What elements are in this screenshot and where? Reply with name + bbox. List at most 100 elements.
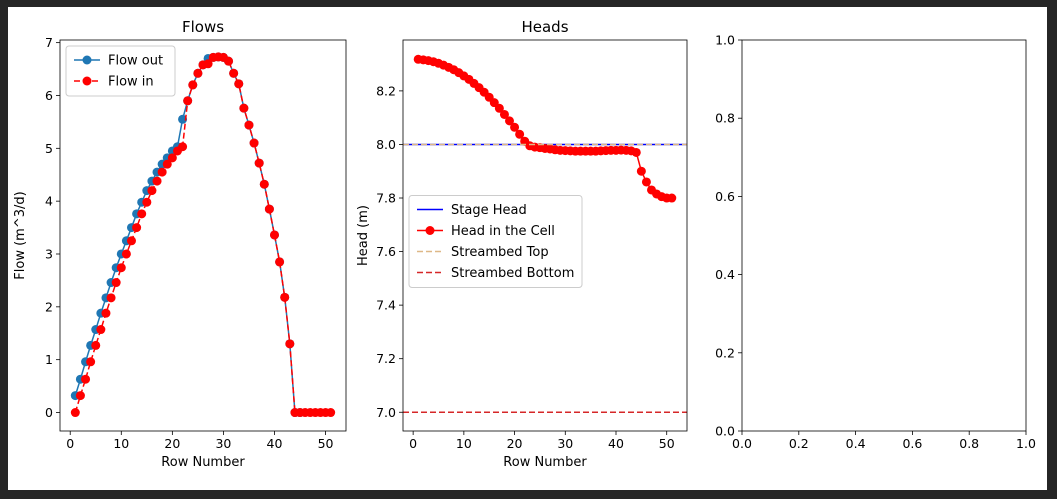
- data-point: [178, 114, 188, 124]
- y-tick-label: 5: [45, 141, 53, 156]
- data-point: [137, 209, 147, 219]
- y-tick-label: 0.6: [715, 189, 735, 204]
- y-tick-label: 7.2: [376, 351, 396, 366]
- axes-frame: [741, 39, 1027, 432]
- series-line: [418, 58, 672, 199]
- legend-marker: [82, 76, 92, 86]
- x-tick-label: 0.6: [902, 436, 922, 451]
- data-point: [75, 391, 85, 401]
- y-tick-label: 7.0: [376, 405, 396, 420]
- y-axis-label: Head (m): [356, 205, 371, 266]
- data-point: [224, 56, 234, 66]
- data-point: [167, 153, 177, 163]
- x-tick-label: 10: [113, 436, 129, 451]
- legend-entry: Streambed Top: [451, 245, 549, 260]
- y-tick-label: 4: [45, 194, 53, 209]
- data-point: [510, 122, 520, 132]
- subplot-1: 0 10 20 30 40 50 0 1 2 3 4 5 6 7 Flows Row Number Flow (…: [13, 18, 347, 470]
- data-point: [152, 176, 162, 186]
- series-line: [74, 56, 301, 414]
- data-point: [142, 197, 152, 207]
- data-point: [631, 147, 641, 157]
- y-tick-label: 8.0: [376, 137, 396, 152]
- data-point: [193, 68, 203, 78]
- data-point: [494, 103, 504, 113]
- x-axis-label: Row Number: [161, 455, 245, 470]
- y-axis-label: Flow (m^3/d): [13, 191, 28, 279]
- legend-frame: [408, 195, 583, 288]
- x-tick-label: 30: [557, 436, 573, 451]
- data-point: [239, 103, 249, 113]
- y-tick-label: 3: [45, 246, 53, 261]
- data-point: [106, 293, 116, 303]
- data-point: [326, 408, 336, 418]
- legend-marker: [425, 226, 435, 235]
- data-point: [499, 109, 509, 119]
- x-tick-label: 30: [215, 436, 231, 451]
- data-point: [259, 179, 269, 189]
- legend: Flow out Flow in: [65, 45, 176, 97]
- y-tick-label: 0.8: [715, 111, 735, 126]
- legend-entry: Stage Head: [451, 203, 527, 218]
- data-point: [178, 142, 188, 152]
- x-tick-label: 0.8: [959, 436, 979, 451]
- data-point: [116, 263, 126, 273]
- subplot-2: 0 10 20 30 40 50 7.0 7.2 7.4 7.6 7.8 8.0 8.2 Heads Row…: [356, 18, 688, 470]
- data-point: [244, 120, 254, 130]
- data-point: [162, 159, 172, 169]
- y-tick-label: 0: [45, 405, 53, 420]
- data-point: [121, 249, 131, 259]
- y-tick-label: 0.0: [715, 424, 735, 439]
- data-point: [280, 292, 290, 302]
- legend-frame: [65, 45, 176, 97]
- legend: Stage Head Head in the Cell Streambed Top S…: [408, 195, 583, 288]
- data-point: [147, 186, 157, 196]
- y-tick-label: 7.8: [376, 191, 396, 206]
- y-tick-label: 7: [45, 35, 53, 50]
- data-point: [264, 204, 274, 214]
- legend-entry: Flow in: [108, 75, 154, 90]
- y-tick-label: 7.6: [376, 244, 396, 259]
- y-tick-label: 8.2: [376, 83, 396, 98]
- x-tick-label: 40: [267, 436, 283, 451]
- data-point: [111, 278, 121, 288]
- data-point: [234, 79, 244, 89]
- data-point: [275, 257, 285, 267]
- y-tick-label: 0.2: [715, 345, 735, 360]
- data-point: [183, 96, 193, 106]
- data-point: [188, 80, 198, 90]
- data-point: [229, 68, 239, 78]
- data-point: [505, 116, 514, 126]
- data-point: [270, 230, 279, 240]
- chart-title: Flows: [182, 18, 224, 36]
- data-point: [81, 374, 91, 384]
- y-tick-label: 1.0: [715, 33, 735, 48]
- x-tick-label: 0: [66, 436, 74, 451]
- x-axis-label: Row Number: [503, 455, 587, 470]
- legend-entry: Streambed Bottom: [451, 266, 574, 281]
- series-line: [74, 56, 331, 414]
- y-tick-label: 0.4: [715, 267, 735, 282]
- data-point: [132, 223, 142, 233]
- data-point: [96, 325, 106, 335]
- data-point: [285, 339, 295, 349]
- x-tick-label: 50: [318, 436, 334, 451]
- chart-title: Heads: [521, 18, 568, 36]
- x-tick-label: 1.0: [1016, 436, 1036, 451]
- data-point: [249, 138, 259, 148]
- y-tick-label: 7.4: [376, 298, 396, 313]
- figure-canvas: 0 10 20 30 40 50 0 1 2 3 4 5 6 7 Flows Row Number Flow (…: [13, 18, 1036, 470]
- x-tick-label: 10: [456, 436, 472, 451]
- data-point: [641, 177, 651, 187]
- data-point: [636, 166, 646, 176]
- y-tick-label: 1: [45, 352, 53, 367]
- data-point: [667, 193, 677, 203]
- legend-entry: Head in the Cell: [451, 224, 555, 239]
- data-point: [254, 158, 264, 168]
- x-tick-label: 20: [164, 436, 180, 451]
- plot-area: [70, 52, 336, 418]
- y-tick-label: 2: [45, 299, 53, 314]
- x-tick-label: 20: [507, 436, 523, 451]
- x-tick-label: 0: [409, 436, 417, 451]
- data-point: [101, 308, 111, 318]
